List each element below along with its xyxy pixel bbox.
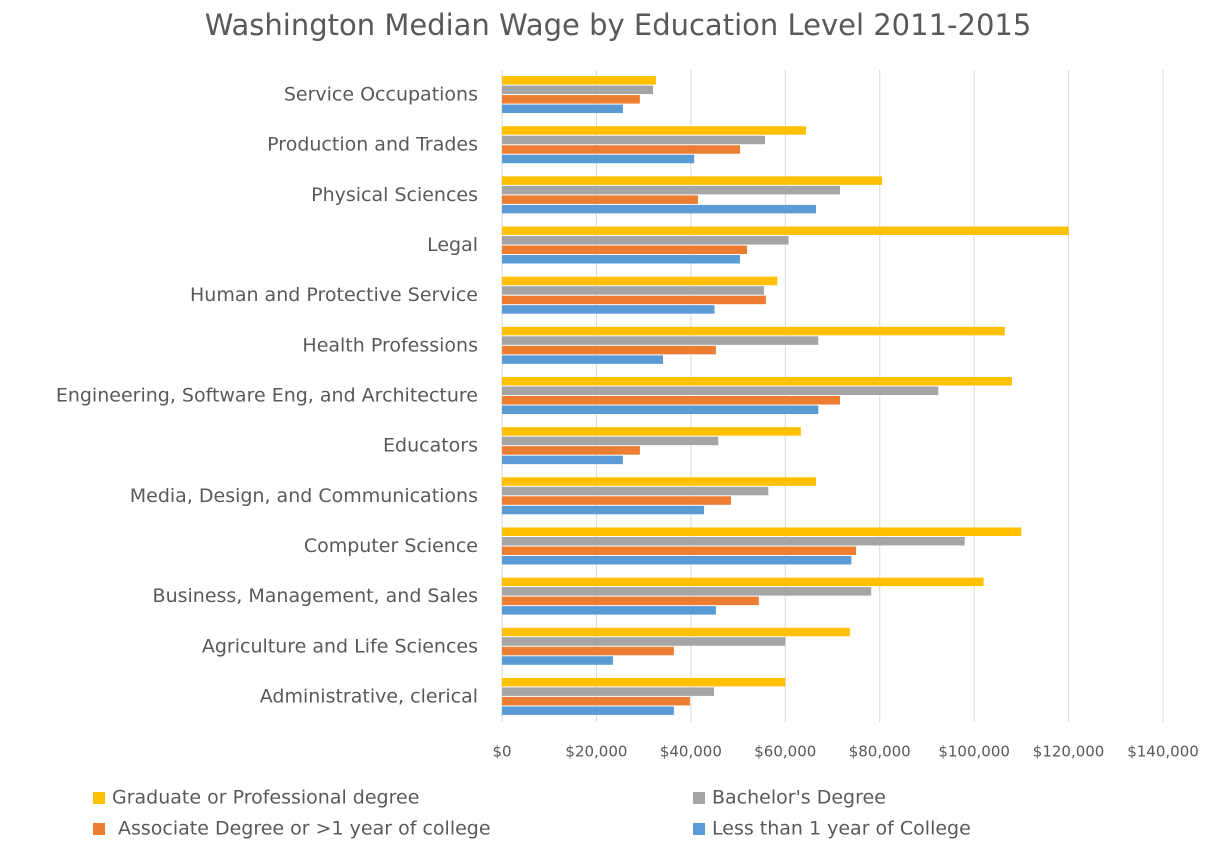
bar [502, 305, 715, 314]
legend-label: Graduate or Professional degree [112, 787, 419, 809]
y-tick-label: Media, Design, and Communications [130, 485, 478, 507]
bar [502, 76, 656, 85]
bar [502, 405, 819, 414]
bar [502, 204, 816, 214]
x-tick-label: $80,000 [849, 743, 911, 761]
bar [502, 496, 731, 505]
legend-swatch [93, 823, 105, 835]
bar [502, 295, 766, 305]
bar [502, 104, 623, 114]
bar [502, 95, 640, 104]
y-tick-label: Health Professions [302, 334, 478, 356]
bar [502, 436, 719, 446]
bar [502, 326, 1005, 336]
y-tick-label: Service Occupations [284, 84, 478, 106]
x-tick-label: $40,000 [660, 743, 722, 761]
y-tick-label: Physical Sciences [311, 184, 478, 206]
bar [502, 427, 801, 436]
bar [502, 596, 759, 606]
bar [502, 505, 705, 515]
bar [502, 145, 740, 154]
bar [502, 276, 778, 286]
bar [502, 135, 765, 145]
bar [502, 255, 740, 264]
bar [502, 477, 816, 486]
bar [502, 706, 674, 715]
bar [502, 577, 984, 587]
bar [502, 536, 965, 546]
bar [502, 696, 690, 706]
bar [502, 587, 872, 596]
legend-swatch [693, 823, 705, 835]
legend-label: Associate Degree or >1 year of college [118, 818, 491, 840]
bar [502, 226, 1069, 236]
chart-title: Washington Median Wage by Education Leve… [205, 8, 1032, 42]
bar [502, 176, 883, 185]
x-tick-label: $120,000 [1033, 743, 1105, 761]
legend-label: Less than 1 year of College [712, 818, 971, 840]
y-tick-label: Business, Management, and Sales [153, 585, 478, 607]
bar [502, 195, 698, 204]
bar [502, 637, 786, 646]
y-tick-label: Administrative, clerical [260, 685, 478, 707]
y-tick-label: Production and Trades [267, 134, 478, 156]
bar [502, 446, 640, 455]
bar [502, 185, 841, 195]
y-tick-label: Human and Protective Service [190, 284, 478, 306]
bar [502, 386, 939, 395]
bar [502, 355, 664, 364]
x-tick-label: $0 [492, 743, 511, 761]
bar [502, 286, 765, 295]
x-tick-label: $100,000 [938, 743, 1010, 761]
bar [502, 455, 623, 465]
y-tick-label: Educators [383, 435, 478, 457]
legend-swatch [93, 792, 105, 804]
bar [502, 606, 716, 615]
x-tick-label: $60,000 [754, 743, 816, 761]
bar [502, 546, 857, 555]
bar [502, 687, 714, 696]
bar [502, 236, 789, 245]
bar [502, 126, 807, 135]
y-tick-label: Computer Science [304, 535, 478, 557]
bar [502, 486, 769, 496]
bar [502, 154, 695, 164]
bar [502, 345, 716, 355]
bar [502, 245, 748, 255]
bar [502, 646, 674, 656]
y-tick-label: Legal [427, 234, 478, 256]
bar [502, 555, 852, 565]
bar [502, 677, 786, 687]
x-tick-label: $140,000 [1127, 743, 1199, 761]
legend-swatch [693, 792, 705, 804]
x-tick-label: $20,000 [565, 743, 627, 761]
bar [502, 396, 841, 405]
bar [502, 336, 819, 345]
bar [502, 656, 613, 665]
bar [502, 527, 1022, 536]
legend-label: Bachelor's Degree [712, 787, 886, 809]
y-tick-label: Agriculture and Life Sciences [202, 635, 478, 657]
bar [502, 85, 654, 95]
bar [502, 377, 1012, 386]
y-tick-label: Engineering, Software Eng, and Architect… [56, 385, 478, 407]
bar [502, 627, 850, 637]
